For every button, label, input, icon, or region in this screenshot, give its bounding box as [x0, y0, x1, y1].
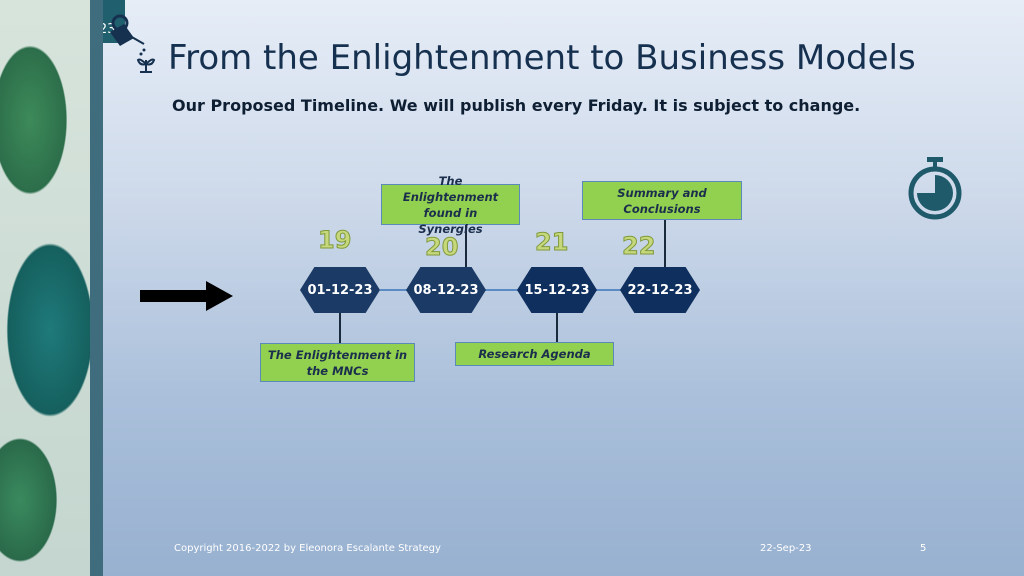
monstera-leaf-image — [0, 0, 90, 576]
topic-box: Research Agenda — [455, 342, 614, 366]
slide-subtitle: Our Proposed Timeline. We will publish e… — [172, 96, 861, 115]
side-strip — [90, 0, 103, 576]
episode-number: 19 — [317, 226, 352, 255]
slide-title: From the Enlightenment to Business Model… — [168, 38, 916, 78]
date-hexagon: 15-12-23 — [517, 267, 597, 313]
topic-box: The Enlightenment found in Synergies — [381, 174, 520, 236]
connector — [339, 312, 341, 344]
stopwatch-icon — [908, 157, 962, 220]
episode-number: 22 — [621, 232, 656, 261]
arrow-right-icon — [140, 281, 233, 311]
timeline-line — [380, 289, 624, 291]
date-hexagon: 08-12-23 — [406, 267, 486, 313]
connector — [465, 225, 467, 268]
date-hexagon: 01-12-23 — [300, 267, 380, 313]
episode-number: 20 — [424, 233, 459, 262]
connector — [556, 312, 558, 343]
topic-box: The Enlightenment in the MNCs — [260, 343, 415, 382]
footer-date: 22-Sep-23 — [760, 543, 812, 554]
footer-copyright: Copyright 2016-2022 by Eleonora Escalant… — [174, 543, 441, 554]
connector — [664, 220, 666, 268]
page-number: 5 — [920, 543, 927, 554]
topic-box: Summary and Conclusions — [582, 181, 742, 220]
date-hexagon: 22-12-23 — [620, 267, 700, 313]
episode-number: 21 — [534, 228, 569, 257]
watering-can-icon — [110, 14, 156, 73]
